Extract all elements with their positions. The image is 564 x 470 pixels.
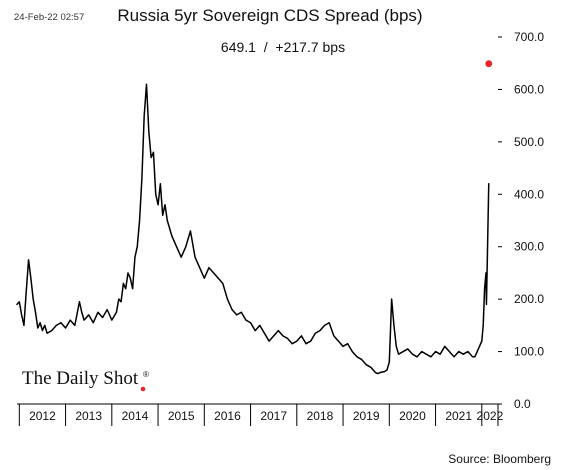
source-label: Source: Bloomberg [448, 452, 551, 466]
y-tick-label: 400.0 [514, 187, 544, 201]
x-axis: 2012 2013 2014 2015 2016 2017 2018 2019 2020 2021… [17, 403, 504, 426]
x-tick-label: 2012 [29, 409, 56, 423]
series-line [16, 83, 490, 375]
y-axis: 0.0 100.0 200.0 300.0 400.0 500.0 600.0 700.0 [498, 30, 544, 411]
y-tick-label: 700.0 [514, 30, 544, 44]
x-tick-label: 2019 [353, 409, 380, 423]
x-tick-label: 2016 [214, 409, 241, 423]
logo-registered-mark: ® [143, 370, 149, 379]
x-tick-label: 2015 [168, 409, 195, 423]
y-tick-label: 300.0 [514, 240, 544, 254]
x-tick-label: 2017 [260, 409, 287, 423]
timestamp: 24-Feb-22 02:57 [14, 12, 84, 23]
last-point-marker [485, 60, 493, 68]
x-tick-label: 2018 [307, 409, 334, 423]
x-tick-label: 2022 [477, 409, 504, 423]
x-tick-label: 2014 [122, 409, 149, 423]
logo-text: The Daily Shot [22, 368, 139, 389]
chart-subtitle: 649.1 / +217.7 bps [221, 39, 345, 55]
x-tick-label: 2013 [75, 409, 102, 423]
y-tick-label: 200.0 [514, 292, 544, 306]
chart-title: Russia 5yr Sovereign CDS Spread (bps) [117, 6, 422, 25]
logo-dot [140, 386, 146, 392]
x-tick-label: 2021 [445, 409, 472, 423]
x-tick-label: 2020 [399, 409, 426, 423]
y-tick-label: 500.0 [514, 135, 544, 149]
y-tick-label: 600.0 [514, 82, 544, 96]
y-tick-label: 0.0 [514, 397, 531, 411]
y-tick-label: 100.0 [514, 345, 544, 359]
daily-shot-logo: The Daily Shot ® [22, 368, 149, 392]
